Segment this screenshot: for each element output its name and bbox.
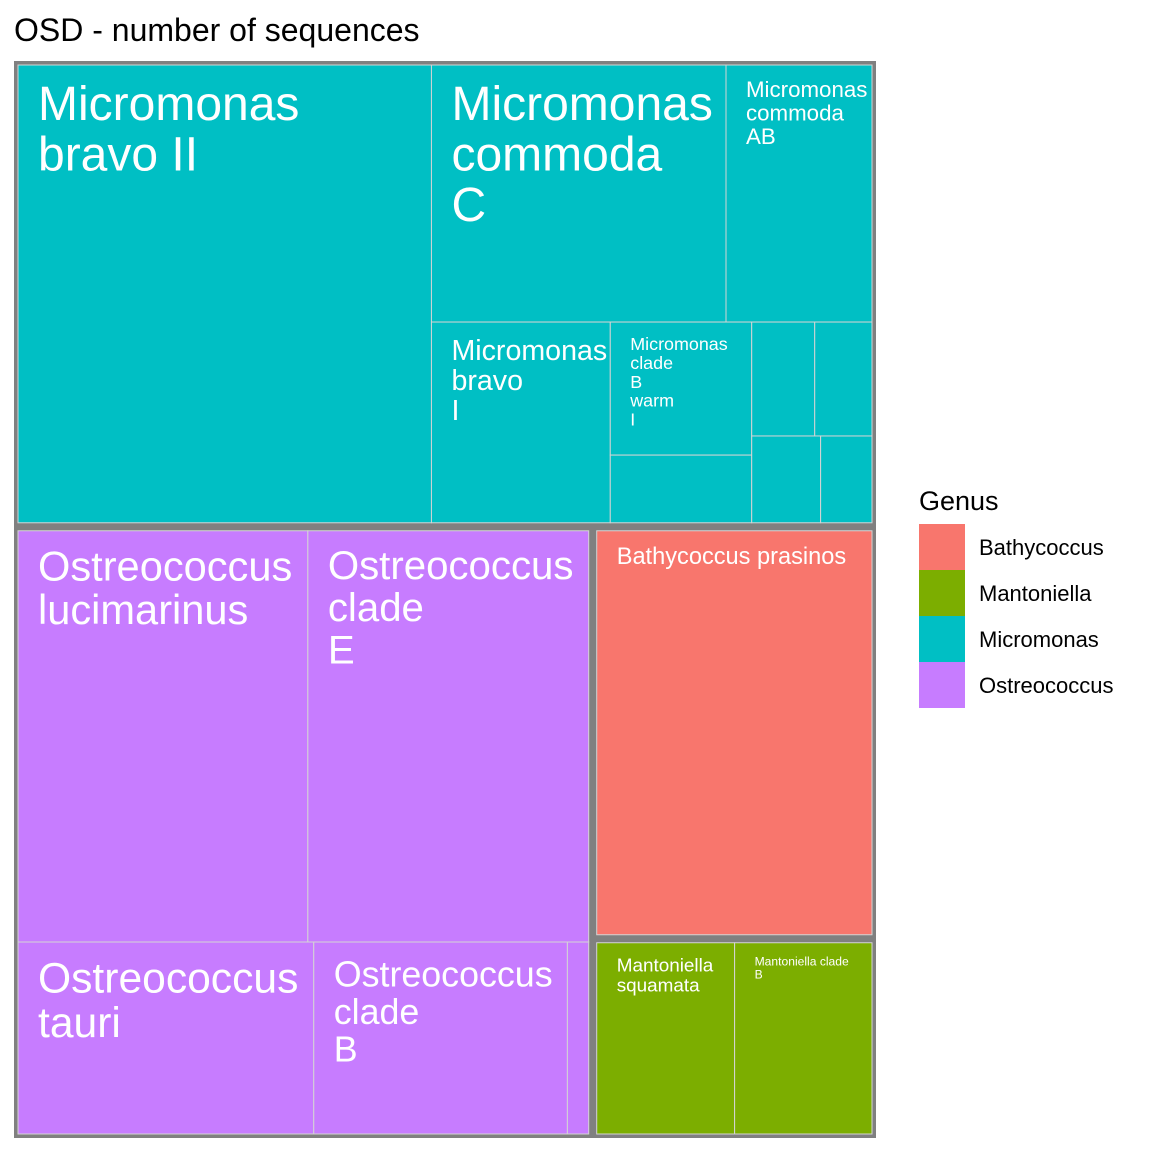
tile-micromonas-unlabeled-7 bbox=[814, 321, 873, 437]
legend-item-ostreococcus: Ostreococcus bbox=[919, 662, 1139, 708]
group-micromonas: Micromonas bravo II Micromonas commoda C Micr… bbox=[17, 64, 873, 524]
tile-mantoniella-squamata-label: Mantoniella squamata bbox=[617, 956, 714, 997]
legend-key-ostreococcus bbox=[919, 662, 965, 708]
legend-label-ostreococcus: Ostreococcus bbox=[979, 673, 1114, 698]
tile-micromonas-unlabeled-6 bbox=[751, 321, 816, 437]
tile-micromonas-unlabeled-9 bbox=[820, 435, 873, 524]
legend: Genus Bathycoccus Mantoniella Micromonas… bbox=[919, 484, 1139, 708]
legend-key-mantoniella bbox=[919, 570, 965, 616]
tile-ostreococcus-tauri-label: Ostreococcus tauri bbox=[38, 954, 298, 1047]
tile-micromonas-commoda-c bbox=[430, 64, 727, 323]
tile-micromonas-bravo-ii-label: Micromonas bravo II bbox=[38, 78, 299, 181]
legend-label-bathycoccus: Bathycoccus bbox=[979, 535, 1104, 560]
tile-micromonas-clade-b-warm-i bbox=[609, 321, 753, 456]
group-ostreococcus: Ostreococcus lucimarinus Ostreococcus clade… bbox=[17, 530, 590, 1135]
tile-mantoniella-clade-b bbox=[734, 942, 873, 1135]
tile-micromonas-unlabeled-8 bbox=[751, 435, 822, 524]
legend-title: Genus bbox=[919, 486, 999, 516]
legend-key-bathycoccus bbox=[919, 524, 965, 570]
tile-micromonas-commoda-ab-label: Micromonas commoda AB bbox=[746, 77, 867, 149]
tile-micromonas-commoda-ab bbox=[725, 64, 873, 323]
tile-bathycoccus-prasinos bbox=[596, 530, 873, 936]
tile-ostreococcus-lucimarinus bbox=[17, 530, 309, 943]
tile-mantoniella-squamata bbox=[596, 942, 736, 1135]
legend-key-micromonas bbox=[919, 616, 965, 662]
chart-title: OSD - number of sequences bbox=[14, 12, 420, 48]
legend-item-micromonas: Micromonas bbox=[919, 616, 1139, 662]
tile-micromonas-bravo-ii bbox=[17, 64, 432, 524]
tile-ostreococcus-clade-e-label: Ostreococcus clade E bbox=[328, 543, 574, 672]
tile-ostreococcus-lucimarinus-label: Ostreococcus lucimarinus bbox=[38, 542, 292, 633]
group-bathycoccus: Bathycoccus prasinos bbox=[596, 530, 873, 936]
tile-ostreococcus-clade-b-label: Ostreococcus clade B bbox=[334, 954, 553, 1069]
tile-ostreococcus-tauri bbox=[17, 941, 315, 1135]
group-mantoniella: Mantoniella squamata Mantoniella clade B bbox=[596, 942, 873, 1135]
tile-micromonas-commoda-c-label: Micromonas commoda C bbox=[451, 78, 712, 232]
legend-label-micromonas: Micromonas bbox=[979, 627, 1099, 652]
tile-bathycoccus-prasinos-label: Bathycoccus prasinos bbox=[617, 544, 847, 570]
tile-micromonas-bravo-i bbox=[430, 321, 611, 524]
tile-mantoniella-clade-b-label: Mantoniella clade B bbox=[755, 955, 849, 982]
tile-micromonas-unlabeled-5 bbox=[609, 454, 753, 524]
tile-micromonas-bravo-i-label: Micromonas bravo I bbox=[451, 335, 607, 427]
legend-item-mantoniella: Mantoniella bbox=[919, 570, 1139, 616]
legend-label-mantoniella: Mantoniella bbox=[979, 581, 1092, 606]
legend-item-bathycoccus: Bathycoccus bbox=[919, 524, 1139, 570]
tile-ostreococcus-unlabeled-4 bbox=[566, 941, 590, 1135]
tile-ostreococcus-clade-b bbox=[313, 941, 568, 1135]
tile-ostreococcus-clade-e bbox=[307, 530, 590, 943]
